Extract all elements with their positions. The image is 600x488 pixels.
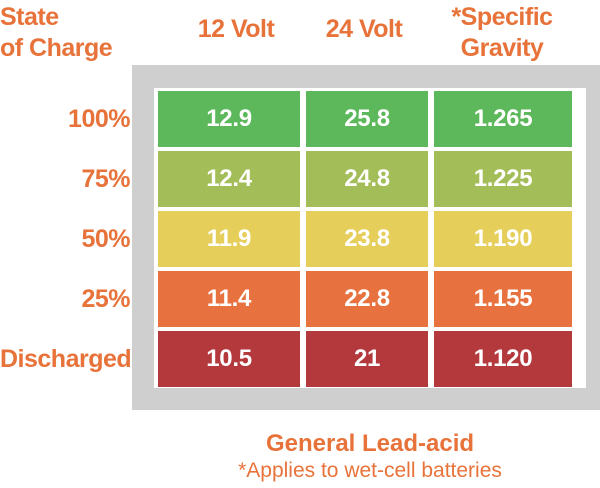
twenty-four-volt-value-cell: 21: [306, 331, 428, 387]
footer-title: General Lead-acid: [265, 430, 475, 457]
twenty-four-volt-value-cell: 22.8: [306, 271, 428, 327]
state-of-charge-header-line1: State: [0, 3, 59, 31]
state-of-charge-header-line2: of Charge: [0, 34, 113, 62]
twenty-four-volt-value-cell: 23.8: [306, 211, 428, 267]
specific-gravity-value-cell: 1.265: [434, 91, 572, 147]
row-label: 100%: [68, 105, 130, 133]
twelve-volt-header: 12 Volt: [197, 15, 275, 43]
twelve-volt-value-cell: 10.5: [158, 331, 300, 387]
twelve-volt-value-cell: 12.4: [158, 151, 300, 207]
state-of-charge-header: State of Charge: [0, 2, 130, 64]
row-label: Discharged: [0, 345, 132, 373]
twelve-volt-value-cell: 11.4: [158, 271, 300, 327]
row-label: 50%: [81, 225, 130, 253]
specific-gravity-header-line2: Gravity: [460, 34, 544, 62]
twelve-volt-value-cell: 11.9: [158, 211, 300, 267]
footer-note: *Applies to wet-cell batteries: [238, 459, 502, 482]
specific-gravity-value-cell: 1.225: [434, 151, 572, 207]
twenty-four-volt-value-cell: 24.8: [306, 151, 428, 207]
specific-gravity-header-line1: *Specific: [451, 3, 553, 31]
specific-gravity-value-cell: 1.155: [434, 271, 572, 327]
specific-gravity-value-cell: 1.190: [434, 211, 572, 267]
row-label: 25%: [81, 285, 130, 313]
twelve-volt-value-cell: 12.9: [158, 91, 300, 147]
specific-gravity-header: *Specific Gravity: [432, 2, 572, 64]
specific-gravity-value-cell: 1.120: [434, 331, 572, 387]
twenty-four-volt-value-cell: 25.8: [306, 91, 428, 147]
row-label: 75%: [81, 165, 130, 193]
twenty-four-volt-header: 24 Volt: [325, 15, 403, 43]
